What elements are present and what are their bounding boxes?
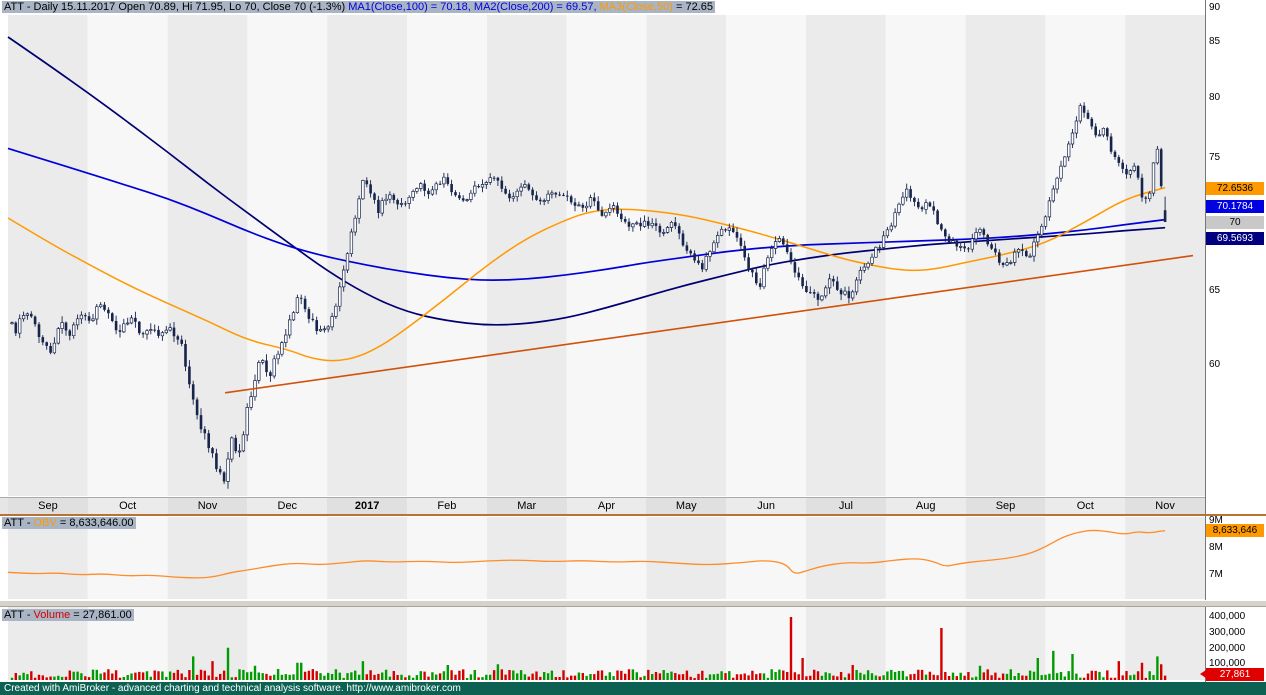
obv-tick-8M: 8M [1209, 542, 1223, 553]
date-axis-label-nov: Nov [1125, 498, 1205, 515]
volume-value-text: = 27,861.00 [70, 609, 132, 621]
date-axis-label-2017: 2017 [327, 498, 407, 515]
price-value-box-70.1784: 70.1784 [1206, 200, 1264, 213]
obv-tick-9M: 9M [1209, 515, 1223, 526]
date-axis-label-jul: Jul [806, 498, 886, 515]
date-axis-label-may: May [646, 498, 727, 515]
price-pane-title: ATT - Daily 15.11.2017 Open 70.89, Hi 71… [2, 1, 715, 14]
price-value-box-72.6536: 72.6536 [1206, 182, 1264, 195]
obv-chart-pane[interactable] [0, 516, 1205, 600]
date-axis-label-feb: Feb [407, 498, 487, 515]
obv-symbol-text: ATT - [4, 517, 34, 529]
volume-symbol-text: ATT - [4, 609, 34, 621]
pane-separator-line [0, 514, 1266, 516]
volume-pane-title: ATT - Volume = 27,861.00 [2, 609, 134, 622]
obv-label-text: OBV [33, 517, 57, 529]
price-tick-60: 60 [1209, 359, 1221, 370]
date-axis-label-oct: Oct [87, 498, 168, 515]
pane-splitter[interactable] [0, 600, 1266, 607]
price-tick-75: 75 [1209, 152, 1221, 163]
price-tick-90: 90 [1209, 2, 1221, 13]
volume-tick-200000: 200,000 [1209, 643, 1246, 654]
date-axis-label-jun: Jun [726, 498, 806, 515]
date-axis-label-sep: Sep [8, 498, 88, 515]
obv-tick-7M: 7M [1209, 569, 1223, 580]
price-tick-80: 80 [1209, 92, 1221, 103]
volume-pointer-icon [1200, 670, 1206, 678]
volume-tick-400000: 400,000 [1209, 611, 1246, 622]
price-value-box-69.5693: 69.5693 [1206, 232, 1264, 245]
price-axis-column[interactable] [1205, 0, 1266, 682]
price-chart-pane[interactable] [0, 15, 1205, 497]
volume-tick-300000: 300,000 [1209, 627, 1246, 638]
date-axis-label-mar: Mar [486, 498, 567, 515]
date-axis-strip[interactable]: Sep Oct Nov Dec 2017 Feb Mar Apr May Jun Jul Aug Sep… [0, 497, 1205, 515]
ma1-ma2-text: MA1(Close,100) = 70.18, MA2(Close,200) =… [348, 1, 600, 13]
ohlc-text: ATT - Daily 15.11.2017 Open 70.89, Hi 71… [4, 1, 349, 13]
ma3-value-text: = 72.65 [675, 1, 713, 13]
date-axis-label-sep: Sep [965, 498, 1046, 515]
status-bar: Created with AmiBroker - advanced charti… [0, 682, 1266, 695]
obv-value-text: = 8,633,646.00 [56, 517, 134, 529]
date-axis-label-apr: Apr [566, 498, 647, 515]
volume-label-text: Volume [33, 609, 71, 621]
price-tick-85: 85 [1209, 36, 1221, 47]
volume-chart-pane[interactable] [0, 607, 1205, 682]
volume-tick-100000: 100,000 [1209, 658, 1246, 669]
obv-value-box: 8,633,646 [1206, 524, 1264, 537]
date-axis-label-dec: Dec [247, 498, 328, 515]
price-value-box-70: 70 [1206, 216, 1264, 229]
date-axis-label-nov: Nov [167, 498, 248, 515]
date-axis-label-aug: Aug [885, 498, 966, 515]
volume-value-box: 27,861 [1200, 668, 1264, 681]
date-axis-label-oct: Oct [1045, 498, 1126, 515]
status-bar-text: Created with AmiBroker - advanced charti… [4, 683, 461, 694]
obv-pane-title: ATT - OBV = 8,633,646.00 [2, 517, 136, 530]
price-tick-65: 65 [1209, 285, 1221, 296]
ma3-text: MA3(Close,50) [599, 1, 676, 13]
